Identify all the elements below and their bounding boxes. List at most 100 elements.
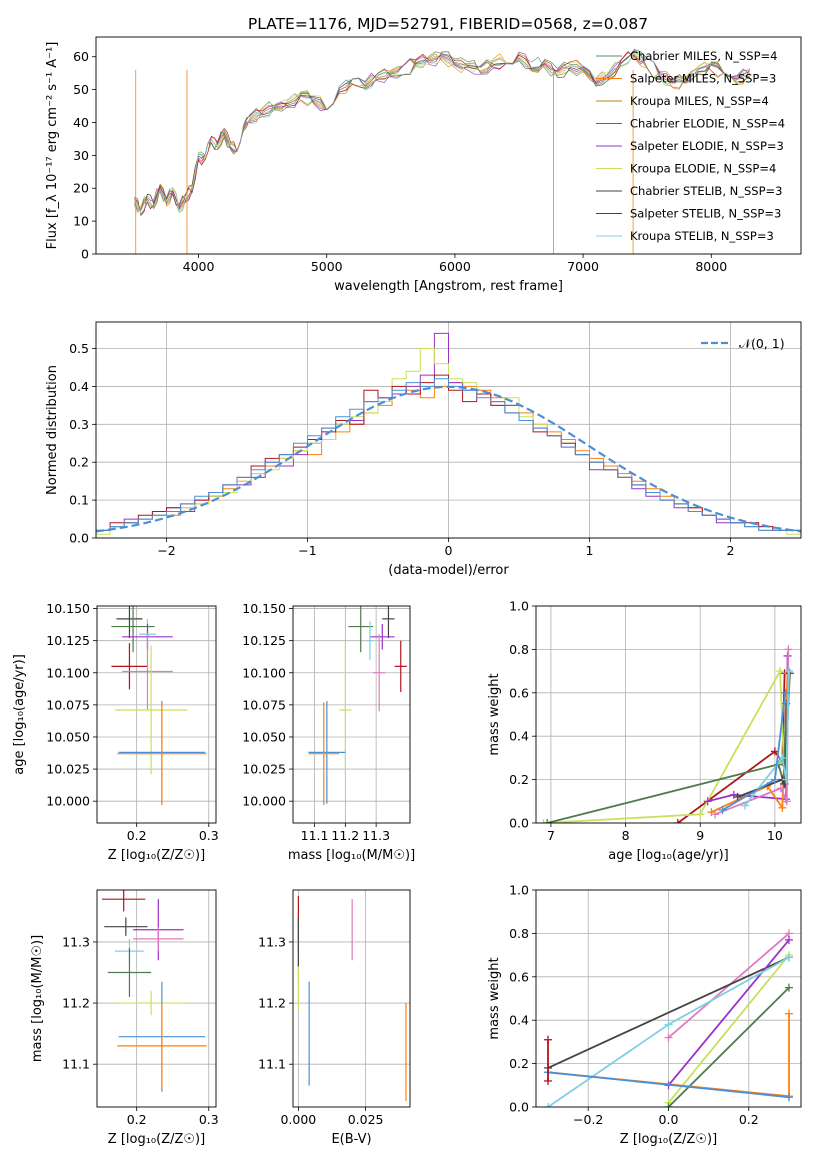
plot-frame [292,889,411,1108]
y-tick-label: 0.8 [509,926,529,941]
y-axis-label: Normed distribution [45,365,60,495]
y-tick-label: 1.0 [509,599,529,614]
plot-area [134,49,751,254]
y-tick-label: 30 [73,148,89,163]
x-tick-label: 0.0 [659,1112,679,1127]
y-tick-label: 11.2 [62,996,90,1011]
weight-line [711,673,789,813]
x-tick-label: 6000 [439,259,471,274]
y-tick-label: 11.1 [258,1057,286,1072]
plot-frame [96,605,217,824]
y-tick-label: 20 [73,181,89,196]
y-tick-label: 60 [73,49,89,64]
plot-area [539,645,794,823]
x-tick-label: 11.3 [362,828,390,843]
chart-mass-age: 11.1 11.2 11.3 10.000 10.025 10.050 10.075 10.1… [242,601,415,863]
plot-area [308,606,407,806]
y-tick-label: 0.5 [69,341,89,356]
y-tick-label: 10.100 [242,665,286,680]
y-tick-label: 11.3 [258,934,286,949]
x-tick-label: 11.1 [301,828,329,843]
model-line [134,49,750,217]
chart-z-weight: −0.2 0.0 0.2 0.0 0.2 0.4 0.6 0.8 1.0 Z [log₁₀(Z/Z… [487,883,802,1147]
y-tick-label: 11.2 [258,996,286,1011]
y-axis-label: mass weight [487,673,502,755]
y-axis-label: mass [log₁₀(M/M☉)] [30,935,45,1062]
y-tick-label: 0.6 [509,969,529,984]
y-tick-label: 0.4 [69,379,89,394]
y-tick-label: 0.0 [69,531,89,546]
y-tick-label: 0.0 [509,1100,529,1115]
y-axis-label: age [log₁₀(age/yr)] [12,654,27,775]
weight-line [546,703,787,823]
legend-label: Salpeter STELIB, N_SSP=3 [630,207,781,221]
y-axis-label: Flux [f_λ 10⁻¹⁷ erg cm⁻² s⁻¹ A⁻¹] [45,42,60,250]
y-tick-label: 10.050 [46,729,90,744]
chart-ebv-mass: 0.000 0.025 11.1 11.2 11.3 E(B-V) [258,889,411,1147]
chart-z-age: 0.2 0.3 10.000 10.025 10.050 10.075 10.100 10.1… [12,601,219,863]
x-tick-label: 8000 [695,259,727,274]
y-tick-label: 10.025 [242,762,286,777]
legend-label: Kroupa STELIB, N_SSP=3 [630,229,774,243]
x-tick-label: 0.2 [127,1112,147,1127]
x-tick-label: −1 [298,543,316,558]
y-tick-label: 0.6 [509,685,529,700]
y-axis-label: mass weight [487,957,502,1039]
x-tick-label: 0.025 [348,1112,384,1127]
plot-frame [292,605,411,824]
plot-frame [96,889,217,1108]
y-tick-label: 10.125 [46,633,90,648]
legend-label: Chabrier MILES, N_SSP=4 [630,49,777,63]
legend-label: Salpeter ELODIE, N_SSP=3 [630,139,784,153]
x-axis-label: wavelength [Angstrom, rest frame] [334,279,563,294]
model-line [134,52,750,216]
x-tick-label: 7000 [567,259,599,274]
y-tick-label: 0.1 [69,493,89,508]
figure-title: PLATE=1176, MJD=52791, FIBERID=0568, z=0… [248,15,648,33]
plot-area [96,332,801,538]
weight-line [547,956,790,1069]
model-line [134,51,750,215]
y-tick-label: 0 [81,247,89,262]
plot-frame [535,889,802,1108]
x-tick-label: 5000 [311,259,343,274]
y-tick-label: 0.0 [509,816,529,831]
y-tick-label: 0.4 [509,729,529,744]
y-tick-label: 10.025 [46,762,90,777]
plot-area [544,929,793,1107]
y-tick-label: 0.2 [509,772,529,787]
weight-line [543,667,785,823]
weight-line [547,1071,790,1099]
x-tick-label: −2 [157,543,175,558]
y-tick-label: 10.000 [242,794,286,809]
chart-residual-hist: −2 −1 0 1 2 0.0 0.1 0.2 0.3 0.4 0.5 (data-model)/er… [45,321,802,578]
y-tick-label: 10.150 [242,601,286,616]
y-tick-label: 10.000 [46,794,90,809]
x-tick-label: −0.2 [573,1112,603,1127]
legend-label: Chabrier ELODIE, N_SSP=4 [630,117,785,131]
y-tick-label: 10 [73,214,89,229]
y-tick-label: 10.125 [242,633,286,648]
legend-label: Salpeter MILES, N_SSP=3 [630,72,776,86]
legend-label: Kroupa ELODIE, N_SSP=4 [630,162,776,176]
y-tick-label: 0.2 [509,1056,529,1071]
y-tick-label: 40 [73,115,89,130]
normal-curve [96,385,801,533]
y-tick-label: 11.3 [62,934,90,949]
legend-label: 𝒩(0, 1) [739,336,785,351]
x-tick-label: 9 [696,828,704,843]
y-tick-label: 10.150 [46,601,90,616]
x-axis-label: mass [log₁₀(M/M☉)] [288,848,415,863]
plot-frame [535,605,802,824]
x-tick-label: 0.000 [280,1112,316,1127]
x-axis-label: (data-model)/error [388,563,509,578]
y-tick-label: 10.075 [46,697,90,712]
weight-line [677,673,786,823]
weight-line [667,954,790,1104]
plot-area [102,890,207,1092]
x-tick-label: 0.3 [199,1112,219,1127]
y-tick-label: 10.050 [242,729,286,744]
plot-frame [95,36,802,255]
weight-line [744,671,790,807]
